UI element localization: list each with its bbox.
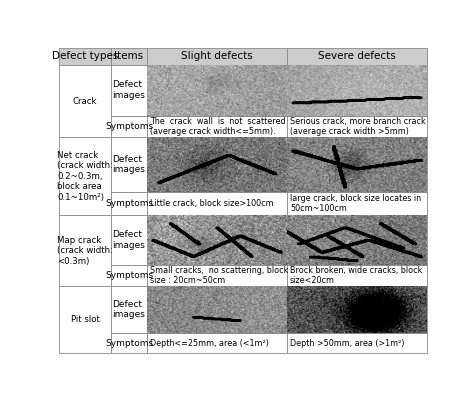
Text: Little crack, block size>100cm: Little crack, block size>100cm xyxy=(150,199,274,208)
Bar xyxy=(287,192,427,215)
Bar xyxy=(287,48,427,65)
Bar xyxy=(147,215,287,265)
Bar xyxy=(287,265,427,286)
Text: The  crack  wall  is  not  scattered
(average crack width<=5mm).: The crack wall is not scattered (average… xyxy=(150,117,286,136)
Text: Net crack
(crack width:
0.2~0.3m,
block area
0.1~10m²): Net crack (crack width: 0.2~0.3m, block … xyxy=(57,151,113,202)
Text: Defect
images: Defect images xyxy=(113,300,146,319)
Bar xyxy=(147,116,287,137)
Bar xyxy=(59,137,110,215)
Bar xyxy=(147,65,287,116)
Text: Defect
images: Defect images xyxy=(113,230,146,250)
Bar xyxy=(110,116,147,137)
Bar xyxy=(287,333,427,353)
Bar xyxy=(110,192,147,215)
Text: Defect
images: Defect images xyxy=(113,155,146,174)
Bar xyxy=(110,333,147,353)
Text: Symptoms: Symptoms xyxy=(105,122,153,131)
Text: Symptoms: Symptoms xyxy=(105,339,153,348)
Text: Severe defects: Severe defects xyxy=(318,51,396,61)
Bar xyxy=(147,192,287,215)
Text: Symptoms: Symptoms xyxy=(105,271,153,280)
Bar xyxy=(59,215,110,286)
Text: Defect types: Defect types xyxy=(52,51,118,61)
Bar xyxy=(287,215,427,265)
Text: Depth >50mm, area (>1m²): Depth >50mm, area (>1m²) xyxy=(290,339,404,348)
Text: Defect
images: Defect images xyxy=(113,81,146,100)
Text: Map crack
(crack width:
<0.3m): Map crack (crack width: <0.3m) xyxy=(57,236,113,266)
Text: Crack: Crack xyxy=(73,96,97,106)
Text: Small cracks,  no scattering, block
size : 20cm~50cm: Small cracks, no scattering, block size … xyxy=(150,266,289,285)
Bar xyxy=(287,116,427,137)
Bar xyxy=(110,215,147,265)
Text: Brock broken, wide cracks, block
size<20cm: Brock broken, wide cracks, block size<20… xyxy=(290,266,422,285)
Bar xyxy=(110,286,147,333)
Bar xyxy=(287,286,427,333)
Bar xyxy=(110,65,147,116)
Text: Symptoms: Symptoms xyxy=(105,199,153,208)
Text: large crack, block size locates in
50cm~100cm: large crack, block size locates in 50cm~… xyxy=(290,194,421,213)
Bar xyxy=(59,48,110,65)
Bar xyxy=(59,286,110,353)
Bar xyxy=(110,265,147,286)
Bar xyxy=(287,65,427,116)
Bar xyxy=(287,137,427,192)
Bar xyxy=(110,137,147,192)
Bar xyxy=(147,286,287,333)
Bar xyxy=(147,265,287,286)
Bar xyxy=(110,48,147,65)
Text: Pit slot: Pit slot xyxy=(71,315,100,324)
Text: Items: Items xyxy=(115,51,144,61)
Bar xyxy=(147,137,287,192)
Text: Slight defects: Slight defects xyxy=(182,51,253,61)
Text: Depth<=25mm, area (<1m²): Depth<=25mm, area (<1m²) xyxy=(150,339,269,348)
Bar xyxy=(147,48,287,65)
Bar xyxy=(59,65,110,137)
Text: Serious crack, more branch crack
(average crack width >5mm): Serious crack, more branch crack (averag… xyxy=(290,117,426,136)
Bar xyxy=(147,333,287,353)
